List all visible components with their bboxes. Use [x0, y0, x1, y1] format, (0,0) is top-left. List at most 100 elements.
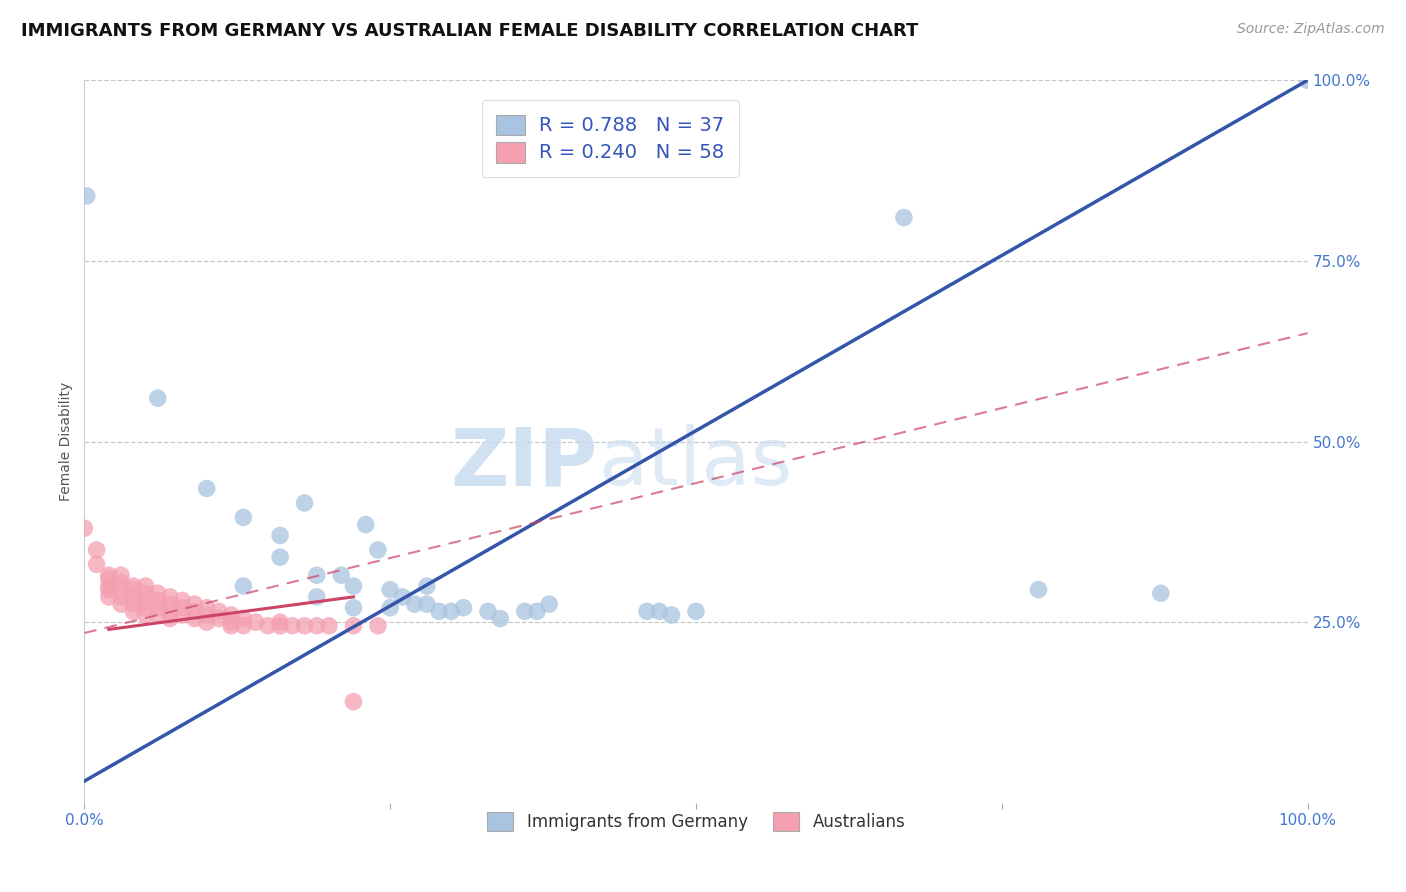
Point	[269, 619, 291, 633]
Point	[427, 604, 450, 618]
Point	[122, 582, 145, 597]
Point	[97, 582, 120, 597]
Point	[122, 597, 145, 611]
Point	[195, 607, 218, 622]
Point	[305, 590, 328, 604]
Point	[122, 579, 145, 593]
Point	[146, 607, 169, 622]
Point	[893, 211, 915, 225]
Point	[232, 611, 254, 625]
Point	[269, 528, 291, 542]
Point	[1296, 73, 1319, 87]
Point	[489, 611, 512, 625]
Point	[404, 597, 426, 611]
Point	[342, 695, 364, 709]
Point	[219, 607, 242, 622]
Point	[146, 586, 169, 600]
Point	[661, 607, 683, 622]
Point	[367, 542, 389, 557]
Point	[172, 593, 194, 607]
Point	[269, 550, 291, 565]
Point	[232, 579, 254, 593]
Point	[183, 611, 205, 625]
Point	[391, 590, 413, 604]
Point	[526, 604, 548, 618]
Point	[97, 568, 120, 582]
Point	[97, 579, 120, 593]
Point	[294, 619, 316, 633]
Text: atlas: atlas	[598, 425, 793, 502]
Point	[135, 593, 157, 607]
Point	[232, 510, 254, 524]
Point	[232, 619, 254, 633]
Point	[477, 604, 499, 618]
Point	[354, 517, 377, 532]
Point	[135, 600, 157, 615]
Point	[453, 600, 475, 615]
Point	[135, 586, 157, 600]
Point	[86, 542, 108, 557]
Point	[159, 597, 181, 611]
Point	[318, 619, 340, 633]
Point	[648, 604, 671, 618]
Point	[208, 604, 231, 618]
Point	[416, 597, 439, 611]
Point	[342, 579, 364, 593]
Point	[183, 604, 205, 618]
Text: ZIP: ZIP	[451, 425, 598, 502]
Point	[305, 619, 328, 633]
Point	[330, 568, 353, 582]
Point	[195, 600, 218, 615]
Text: IMMIGRANTS FROM GERMANY VS AUSTRALIAN FEMALE DISABILITY CORRELATION CHART: IMMIGRANTS FROM GERMANY VS AUSTRALIAN FE…	[21, 22, 918, 40]
Point	[440, 604, 463, 618]
Point	[97, 572, 120, 586]
Point	[122, 604, 145, 618]
Point	[305, 568, 328, 582]
Point	[159, 590, 181, 604]
Point	[97, 590, 120, 604]
Point	[342, 619, 364, 633]
Y-axis label: Female Disability: Female Disability	[59, 382, 73, 501]
Point	[294, 496, 316, 510]
Point	[135, 607, 157, 622]
Point	[245, 615, 267, 630]
Point	[73, 521, 96, 535]
Point	[195, 615, 218, 630]
Point	[86, 558, 108, 572]
Point	[208, 611, 231, 625]
Point	[219, 615, 242, 630]
Point	[380, 600, 402, 615]
Point	[342, 600, 364, 615]
Legend: Immigrants from Germany, Australians: Immigrants from Germany, Australians	[479, 805, 912, 838]
Point	[146, 391, 169, 405]
Point	[1028, 582, 1050, 597]
Point	[146, 593, 169, 607]
Point	[159, 604, 181, 618]
Point	[110, 597, 132, 611]
Point	[380, 582, 402, 597]
Point	[195, 482, 218, 496]
Point	[1150, 586, 1173, 600]
Point	[135, 579, 157, 593]
Point	[122, 590, 145, 604]
Point	[76, 189, 98, 203]
Point	[172, 607, 194, 622]
Point	[513, 604, 536, 618]
Point	[183, 597, 205, 611]
Point	[636, 604, 658, 618]
Point	[110, 582, 132, 597]
Point	[146, 600, 169, 615]
Point	[219, 619, 242, 633]
Point	[367, 619, 389, 633]
Point	[538, 597, 561, 611]
Point	[110, 575, 132, 590]
Point	[110, 568, 132, 582]
Point	[685, 604, 707, 618]
Point	[257, 619, 280, 633]
Point	[269, 615, 291, 630]
Point	[172, 600, 194, 615]
Point	[281, 619, 304, 633]
Text: Source: ZipAtlas.com: Source: ZipAtlas.com	[1237, 22, 1385, 37]
Point	[159, 611, 181, 625]
Point	[110, 590, 132, 604]
